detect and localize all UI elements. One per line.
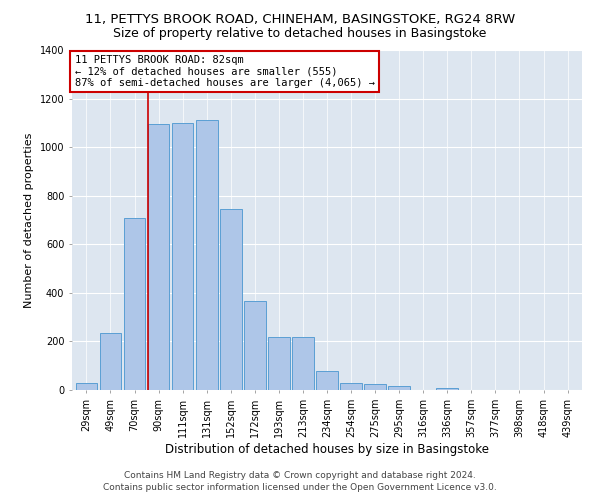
Bar (436, 388, 458, 390)
Bar (292, 336, 314, 390)
Bar (172, 123, 193, 390)
Bar (340, 382, 362, 390)
Bar (268, 336, 290, 390)
Bar (196, 120, 218, 390)
Bar (76, 382, 97, 390)
Bar (148, 124, 169, 390)
Bar (220, 209, 242, 390)
Y-axis label: Number of detached properties: Number of detached properties (24, 132, 34, 308)
Bar (124, 218, 145, 390)
Text: 11 PETTYS BROOK ROAD: 82sqm
← 12% of detached houses are smaller (555)
87% of se: 11 PETTYS BROOK ROAD: 82sqm ← 12% of det… (74, 55, 374, 88)
Bar (100, 333, 121, 390)
Bar (316, 370, 338, 390)
Text: Size of property relative to detached houses in Basingstoke: Size of property relative to detached ho… (113, 28, 487, 40)
Bar (388, 386, 410, 390)
Text: Contains HM Land Registry data © Crown copyright and database right 2024.
Contai: Contains HM Land Registry data © Crown c… (103, 471, 497, 492)
Bar (364, 384, 386, 390)
Text: 11, PETTYS BROOK ROAD, CHINEHAM, BASINGSTOKE, RG24 8RW: 11, PETTYS BROOK ROAD, CHINEHAM, BASINGS… (85, 12, 515, 26)
X-axis label: Distribution of detached houses by size in Basingstoke: Distribution of detached houses by size … (165, 442, 489, 456)
Bar (244, 302, 266, 390)
